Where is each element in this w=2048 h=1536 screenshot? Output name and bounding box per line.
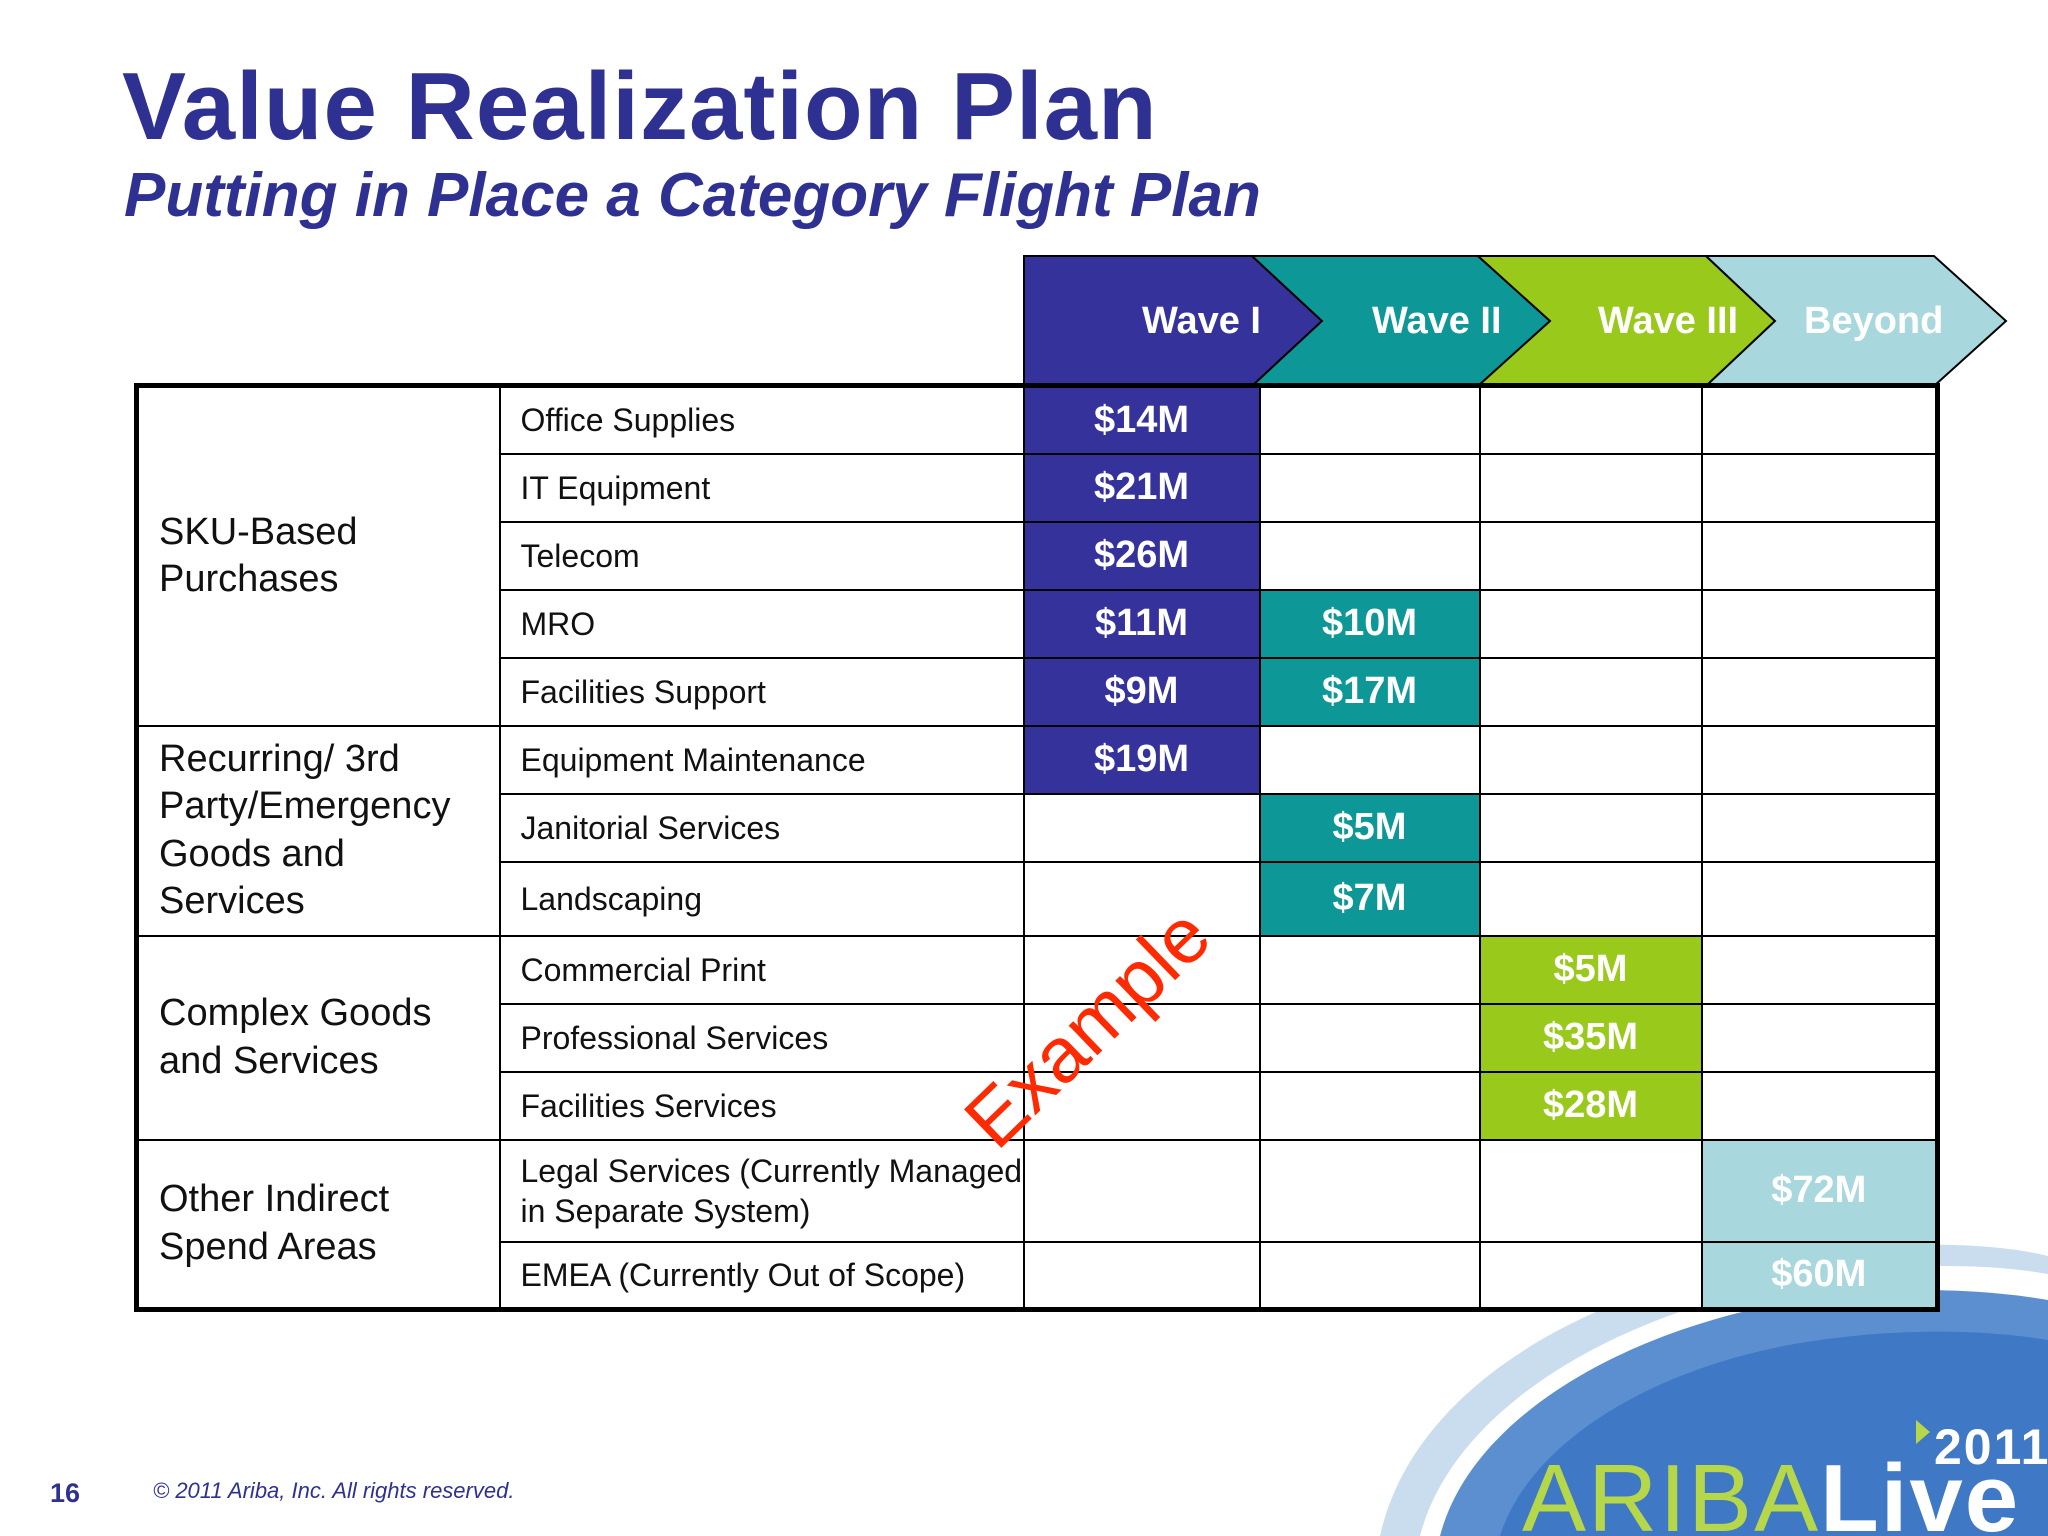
value-cell: $7M xyxy=(1258,860,1481,937)
value-cell xyxy=(1700,792,1939,863)
value-cell xyxy=(1700,656,1939,727)
value-cell xyxy=(1478,452,1703,523)
value-cell xyxy=(1022,1002,1261,1073)
category-label: Legal Services (Currently Managed in Sep… xyxy=(498,1138,1025,1243)
category-label: Facilities Services xyxy=(498,1070,1025,1141)
value-cell xyxy=(1700,588,1939,659)
table-row: Professional Services $35M xyxy=(137,1002,1939,1073)
category-label: Telecom xyxy=(498,520,1025,591)
table-row: Facilities Support $9M $17M xyxy=(137,656,1939,727)
category-label: Equipment Maintenance xyxy=(498,724,1025,795)
table-row: EMEA (Currently Out of Scope) $60M xyxy=(137,1240,1939,1311)
category-label: Office Supplies xyxy=(498,384,1025,455)
value-cell xyxy=(1478,1138,1703,1243)
value-cell: $9M xyxy=(1022,656,1261,727)
value-cell xyxy=(1478,520,1703,591)
logo-word-live: Live xyxy=(1820,1445,2021,1536)
table-row: Landscaping $7M xyxy=(137,860,1939,937)
value-cell: $19M xyxy=(1022,724,1261,795)
group-label-sku: SKU-Based Purchases xyxy=(135,384,501,727)
value-cell: $72M xyxy=(1700,1138,1939,1243)
category-flight-plan-table: SKU-Based Purchases Office Supplies $14M… xyxy=(134,383,1940,1312)
value-cell xyxy=(1700,1070,1939,1141)
value-cell: $11M xyxy=(1022,588,1261,659)
value-cell xyxy=(1258,1002,1481,1073)
value-cell: $5M xyxy=(1258,792,1481,863)
slide-title: Value Realization Plan xyxy=(122,53,1158,160)
value-cell xyxy=(1258,1138,1481,1243)
table-row: Complex Goods and Services Commercial Pr… xyxy=(135,934,1939,1141)
value-cell xyxy=(1700,384,1939,455)
table-row: Facilities Services $28M xyxy=(137,1070,1939,1141)
category-label: EMEA (Currently Out of Scope) xyxy=(498,1240,1025,1311)
wave-chevrons xyxy=(1023,255,2008,387)
value-cell xyxy=(1258,1070,1481,1141)
value-cell xyxy=(1258,724,1481,795)
wave-1-label: Wave I xyxy=(1142,300,1261,342)
category-label: Landscaping xyxy=(498,860,1025,937)
category-label: Facilities Support xyxy=(498,656,1025,727)
table-row: Telecom $26M xyxy=(137,520,1939,591)
value-cell xyxy=(1700,1002,1939,1073)
ariba-live-logo: ARIBALive xyxy=(1522,1444,2020,1536)
value-cell xyxy=(1478,588,1703,659)
value-cell xyxy=(1022,860,1261,937)
value-cell xyxy=(1258,520,1481,591)
value-cell xyxy=(1700,452,1939,523)
value-cell xyxy=(1478,656,1703,727)
slide-subtitle: Putting in Place a Category Flight Plan xyxy=(124,161,1261,230)
value-cell xyxy=(1022,934,1261,1005)
wave-4-label: Beyond xyxy=(1804,300,1944,342)
value-cell xyxy=(1700,860,1939,937)
value-cell xyxy=(1258,452,1481,523)
value-cell xyxy=(1258,1240,1481,1311)
value-cell xyxy=(1022,792,1261,863)
value-cell xyxy=(1022,1240,1261,1311)
table-row: SKU-Based Purchases Office Supplies $14M xyxy=(135,384,1939,727)
value-cell: $17M xyxy=(1258,656,1481,727)
value-cell xyxy=(1478,1240,1703,1311)
table-row: Recurring/ 3rd Party/Emergency Goods and… xyxy=(135,724,1939,937)
value-cell: $28M xyxy=(1478,1070,1703,1141)
category-label: Commercial Print xyxy=(498,934,1025,1005)
value-cell xyxy=(1022,1070,1261,1141)
value-cell: $10M xyxy=(1258,588,1481,659)
value-cell: $21M xyxy=(1022,452,1261,523)
group-label-recurring: Recurring/ 3rd Party/Emergency Goods and… xyxy=(135,724,501,937)
value-cell: $26M xyxy=(1022,520,1261,591)
page-number: 16 xyxy=(50,1478,81,1508)
value-cell xyxy=(1700,520,1939,591)
copyright-notice: © 2011 Ariba, Inc. All rights reserved. xyxy=(153,1478,515,1503)
category-label: Janitorial Services xyxy=(498,792,1025,863)
value-cell xyxy=(1478,384,1703,455)
value-cell xyxy=(1478,860,1703,937)
wave-3-label: Wave III xyxy=(1598,300,1739,342)
table-row: Other Indirect Spend Areas Legal Service… xyxy=(135,1138,1939,1311)
table-row: IT Equipment $21M xyxy=(137,452,1939,523)
logo-year: 2011 xyxy=(1934,1419,2048,1475)
value-cell xyxy=(1022,1138,1261,1243)
value-cell xyxy=(1700,724,1939,795)
category-label: Professional Services xyxy=(498,1002,1025,1073)
group-label-other: Other Indirect Spend Areas xyxy=(135,1138,501,1311)
group-label-complex: Complex Goods and Services xyxy=(135,934,501,1141)
value-cell xyxy=(1700,934,1939,1005)
value-cell xyxy=(1258,934,1481,1005)
table-row: Janitorial Services $5M xyxy=(137,792,1939,863)
logo-word-ariba: ARIBA xyxy=(1522,1445,1821,1536)
value-cell: $60M xyxy=(1700,1240,1939,1311)
category-label: MRO xyxy=(498,588,1025,659)
category-label: IT Equipment xyxy=(498,452,1025,523)
value-cell: $35M xyxy=(1478,1002,1703,1073)
value-cell: $14M xyxy=(1022,384,1261,455)
value-cell xyxy=(1478,724,1703,795)
wave-2-label: Wave II xyxy=(1372,300,1502,342)
value-cell xyxy=(1478,792,1703,863)
value-cell xyxy=(1258,384,1481,455)
ariba-live-logo-arrow xyxy=(1916,1420,1930,1444)
value-cell: $5M xyxy=(1478,934,1703,1005)
table-row: MRO $11M $10M xyxy=(137,588,1939,659)
